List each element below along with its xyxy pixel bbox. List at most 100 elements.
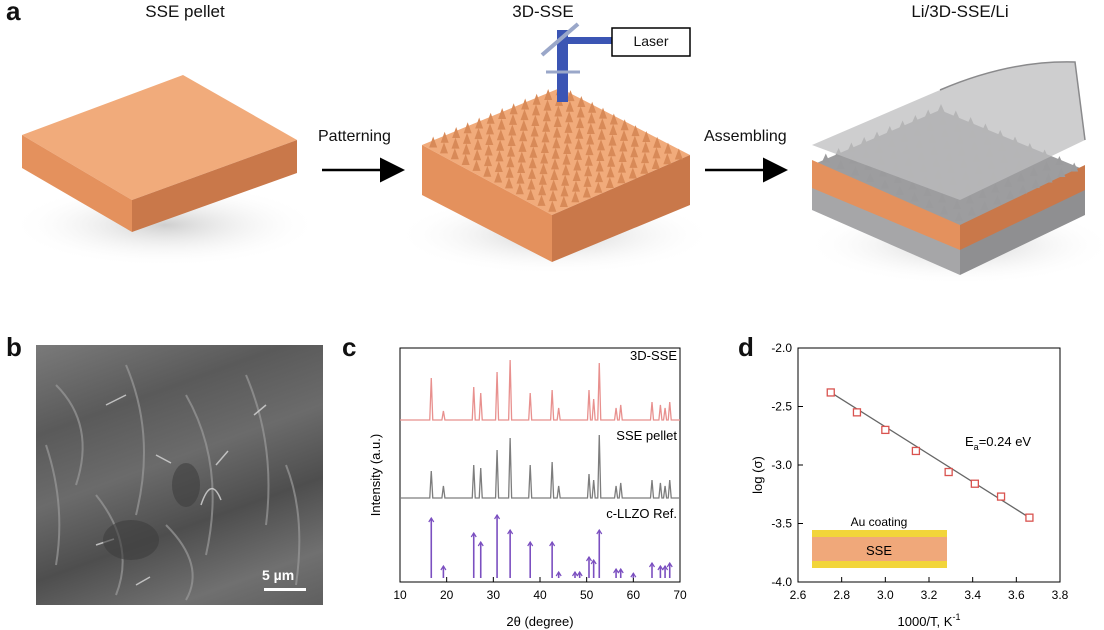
pyramid-stud xyxy=(617,172,626,184)
activation-energy-label: Ea=0.24 eV xyxy=(965,434,1031,452)
pyramid-stud xyxy=(588,101,597,113)
pyramid-stud xyxy=(505,166,514,178)
pyramid-stud xyxy=(473,138,482,150)
xrd-x-tick-label: 40 xyxy=(533,588,547,602)
pyramid-stud xyxy=(1006,190,1015,199)
scale-bar-label: 5 µm xyxy=(262,567,295,583)
scale-bar xyxy=(264,588,306,591)
xrd-ref-arrow xyxy=(596,528,603,535)
arr-y-tick-label: -3.0 xyxy=(771,458,792,472)
arr-x-tick-label: 2.8 xyxy=(833,588,850,602)
pyramid-stud xyxy=(520,109,529,121)
pyramid-stud xyxy=(485,133,494,145)
pyramid-stud xyxy=(532,93,541,105)
pyramid-stud xyxy=(597,139,605,151)
pyramid-stud xyxy=(560,185,569,197)
pyramid-stud xyxy=(497,118,506,130)
pyramid-stud xyxy=(620,119,629,131)
pyramid-stud xyxy=(993,195,1002,205)
pyramid-stud xyxy=(509,113,517,125)
xrd-ref-arrow xyxy=(555,570,562,577)
pyramid-stud xyxy=(543,99,552,111)
panel-a-illustration xyxy=(10,22,1104,285)
li-3d-sse-li-block xyxy=(805,61,1104,285)
pyramid-stud xyxy=(506,156,515,168)
panel-b-label: b xyxy=(6,332,22,362)
pyramid-stud xyxy=(561,164,570,176)
pyramid-stud xyxy=(965,194,974,204)
sem-texture xyxy=(45,364,301,601)
pyramid-stud xyxy=(598,118,607,130)
xrd-ref-arrow xyxy=(585,555,593,562)
xrd-ref-arrow xyxy=(507,528,514,535)
xrd-ref-arrow xyxy=(494,513,501,520)
pyramid-stud xyxy=(562,153,571,165)
pyramid-stud xyxy=(495,150,504,162)
pyramid-stud xyxy=(574,138,583,150)
pyramid-stud xyxy=(609,113,618,125)
pyramid-stud xyxy=(597,128,606,140)
pyramid-stud xyxy=(544,89,553,101)
pyramid-stud xyxy=(565,111,574,123)
pyramid-stud xyxy=(541,131,550,143)
xrd-ref-arrow xyxy=(571,570,579,577)
pyramid-stud xyxy=(642,130,651,142)
xrd-x-tick-label: 30 xyxy=(487,588,501,602)
pyramid-stud xyxy=(542,120,551,132)
arr-y-tick-label: -2.5 xyxy=(771,400,792,414)
xrd-series-line-1 xyxy=(400,359,680,421)
arr-y-tick-label: -3.5 xyxy=(771,517,792,531)
pyramid-stud xyxy=(608,134,617,146)
pyramid-stud xyxy=(550,168,559,180)
pyramid-stud xyxy=(953,200,961,209)
pyramid-stud xyxy=(472,159,481,171)
pyramid-stud xyxy=(463,122,472,134)
pyramid-stud xyxy=(540,152,549,164)
pyramid-stud xyxy=(628,167,637,179)
pyramid-stud xyxy=(494,160,503,172)
panel-a-label: a xyxy=(6,0,21,26)
arr-data-point xyxy=(1025,513,1034,522)
pyramid-stud xyxy=(991,183,1000,193)
pyramid-stud xyxy=(553,126,561,138)
pyramid-stud xyxy=(429,136,438,148)
pyramid-stud xyxy=(539,163,548,175)
pyramid-stud xyxy=(526,189,535,201)
xrd-xlabel: 2θ (degree) xyxy=(506,614,573,629)
pyramid-stud xyxy=(1031,179,1040,188)
pyramid-stud xyxy=(530,125,539,137)
pyramid-stud xyxy=(551,147,560,159)
arr-xlabel: 1000/T, K-1 xyxy=(898,612,961,629)
pyramid-stud xyxy=(563,143,572,155)
pyramid-stud xyxy=(586,122,595,134)
xrd-ref-arrow xyxy=(662,564,669,571)
pyramid-stud xyxy=(609,124,618,136)
pyramid-stud xyxy=(532,104,540,116)
pyramid-stud xyxy=(461,154,470,166)
pyramid-stud xyxy=(505,177,513,189)
pyramid-stud xyxy=(967,206,976,216)
arr-data-point xyxy=(881,425,890,435)
title-3d-sse: 3D-SSE xyxy=(512,2,574,21)
panel-d-label: d xyxy=(738,332,754,362)
arrow-label-assembling: Assembling xyxy=(704,128,787,145)
xrd-ref-arrow xyxy=(428,516,435,523)
pyramid-stud xyxy=(507,145,515,157)
arr-ylabel: log (σ) xyxy=(750,456,765,494)
title-sse-pellet: SSE pellet xyxy=(145,2,225,21)
arrow-label-patterning: Patterning xyxy=(318,128,391,145)
pyramid-stud xyxy=(527,178,536,190)
pyramid-stud xyxy=(908,180,917,190)
pyramid-stud xyxy=(452,127,461,139)
pyramid-stud xyxy=(664,142,672,154)
pyramid-stud xyxy=(576,117,584,129)
pyramid-stud xyxy=(483,165,492,177)
pyramid-stud xyxy=(607,155,616,167)
xrd-ref-arrow xyxy=(477,540,484,547)
xrd-chart: 10 20 30 40 50 60 70 3D-SSE SSE pellet c-LLZO Ref… xyxy=(368,347,687,629)
xrd-plot-frame xyxy=(399,347,681,583)
pyramid-stud xyxy=(1029,167,1038,176)
inset-au-coating-label: Au coating xyxy=(851,515,908,529)
pyramid-stud xyxy=(565,100,574,112)
pyramid-stud xyxy=(451,137,460,149)
